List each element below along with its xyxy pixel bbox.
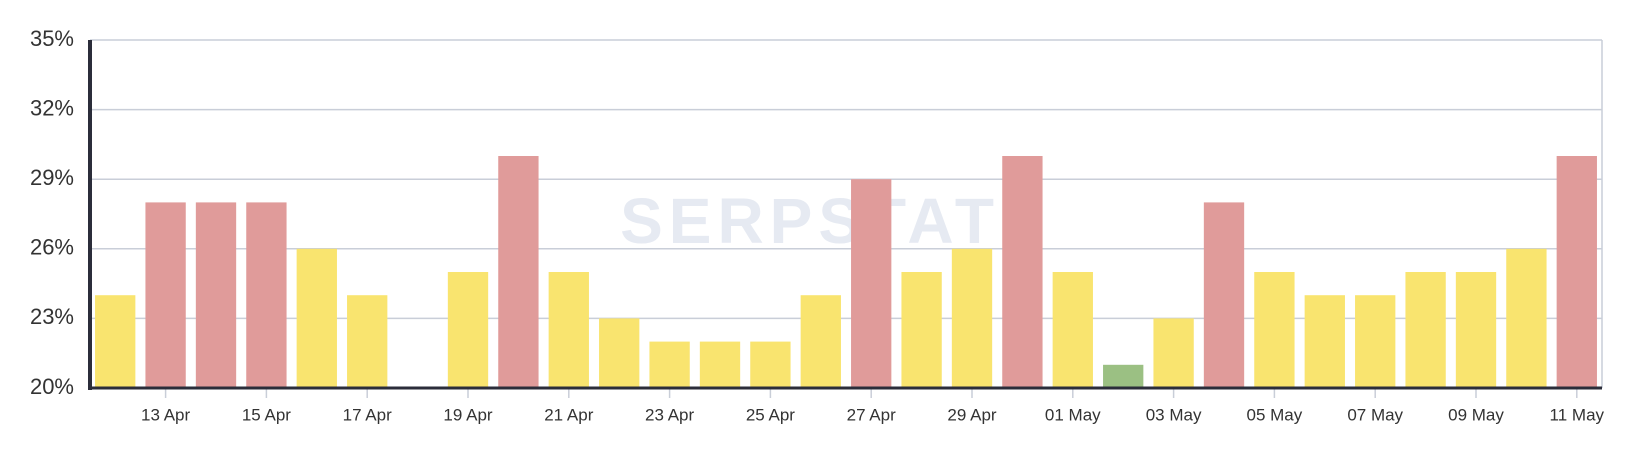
bar	[296, 248, 337, 388]
bar	[699, 341, 741, 388]
bar	[1103, 364, 1144, 388]
bar	[1405, 272, 1446, 388]
bar	[447, 272, 489, 388]
x-tick-label: 03 May	[1146, 405, 1202, 424]
bar	[599, 318, 640, 388]
bar	[498, 156, 539, 388]
bar	[1506, 248, 1547, 388]
bar	[1153, 318, 1194, 388]
bar	[800, 295, 841, 388]
x-tick-label: 05 May	[1247, 405, 1303, 424]
bar	[195, 202, 237, 388]
bar	[1002, 156, 1043, 388]
bar	[851, 179, 892, 388]
x-tick-label: 19 Apr	[443, 405, 492, 424]
bar	[1304, 295, 1345, 388]
y-tick-label: 32%	[30, 95, 74, 120]
bar	[1355, 295, 1396, 388]
bar	[95, 295, 136, 388]
x-tick-label: 21 Apr	[544, 405, 593, 424]
bar	[1052, 272, 1093, 388]
bar	[1556, 156, 1597, 388]
x-tick-label: 17 Apr	[343, 405, 392, 424]
bar	[145, 202, 186, 388]
bar	[347, 295, 388, 388]
bar	[1203, 202, 1245, 388]
x-tick-label: 01 May	[1045, 405, 1101, 424]
bar	[951, 248, 993, 388]
x-tick-label: 09 May	[1448, 405, 1504, 424]
x-tick-label: 25 Apr	[746, 405, 795, 424]
x-tick-label: 27 Apr	[847, 405, 896, 424]
bar	[1455, 272, 1497, 388]
x-tick-label: 23 Apr	[645, 405, 694, 424]
x-tick-label: 13 Apr	[141, 405, 190, 424]
x-tick-label: 29 Apr	[947, 405, 996, 424]
y-tick-label: 35%	[30, 26, 74, 51]
y-tick-label: 20%	[30, 374, 74, 399]
x-tick-label: 07 May	[1347, 405, 1403, 424]
bar	[750, 341, 791, 388]
bar	[246, 202, 287, 388]
bar	[1254, 272, 1295, 388]
x-tick-label: 15 Apr	[242, 405, 291, 424]
watermark: SERPSTAT	[620, 185, 1000, 257]
bar	[649, 341, 690, 388]
y-tick-label: 23%	[30, 304, 74, 329]
x-tick-label: 11 May	[1550, 405, 1605, 424]
bar	[548, 272, 589, 388]
y-tick-label: 26%	[30, 235, 74, 260]
y-tick-label: 29%	[30, 165, 74, 190]
bar	[901, 272, 942, 388]
